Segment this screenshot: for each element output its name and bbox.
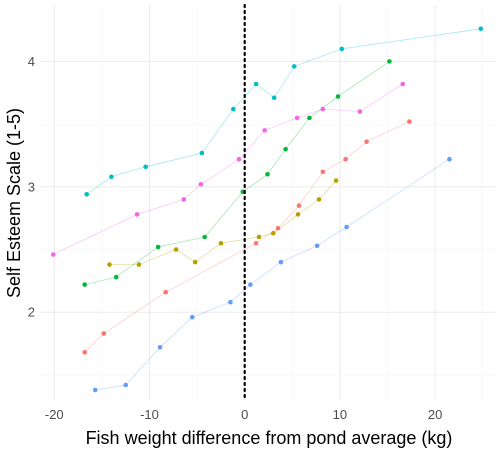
x-tick-label: -20 <box>45 407 64 422</box>
y-axis-title: Self Esteem Scale (1-5) <box>4 108 24 298</box>
y-tick-label: 3 <box>28 179 35 194</box>
data-point <box>254 82 259 87</box>
data-point <box>257 235 262 240</box>
data-point <box>400 82 405 87</box>
series-line <box>87 29 481 195</box>
y-tick-label: 4 <box>28 54 35 69</box>
data-point <box>297 203 302 208</box>
data-point <box>262 128 267 133</box>
data-point <box>156 245 161 250</box>
data-point <box>228 300 233 305</box>
data-point <box>358 109 363 114</box>
series-group <box>93 157 452 392</box>
data-point <box>364 139 369 144</box>
data-point <box>182 197 187 202</box>
data-point <box>202 235 207 240</box>
x-tick-label: 10 <box>333 407 347 422</box>
data-point <box>135 212 140 217</box>
data-point <box>51 252 56 257</box>
data-point <box>248 282 253 287</box>
series-group <box>51 82 405 257</box>
data-point <box>237 157 242 162</box>
y-tick-label: 2 <box>28 305 35 320</box>
data-point <box>279 260 284 265</box>
data-point <box>321 107 326 112</box>
data-point <box>200 151 205 156</box>
data-point <box>82 350 87 355</box>
data-point <box>334 178 339 183</box>
data-point <box>231 107 236 112</box>
x-tick-label: 20 <box>428 407 442 422</box>
series-line <box>85 61 390 284</box>
data-point <box>158 345 163 350</box>
data-point <box>93 388 98 393</box>
data-point <box>174 247 179 252</box>
data-point <box>82 282 87 287</box>
data-point <box>296 212 301 217</box>
grid-lines <box>40 5 497 400</box>
data-point <box>143 165 148 170</box>
data-point <box>107 262 112 267</box>
data-point <box>109 175 114 180</box>
data-point <box>344 225 349 230</box>
data-point <box>343 157 348 162</box>
series-group <box>84 27 483 197</box>
data-point <box>271 231 276 236</box>
data-point <box>283 147 288 152</box>
series-group <box>82 119 411 354</box>
data-point <box>199 182 204 187</box>
data-point <box>479 27 484 32</box>
data-point <box>137 262 142 267</box>
data-point <box>254 241 259 246</box>
data-point <box>272 96 277 101</box>
data-point <box>317 197 322 202</box>
series-layer <box>51 27 483 393</box>
data-point <box>407 119 412 124</box>
data-point <box>265 172 270 177</box>
data-point <box>315 244 320 249</box>
series-group <box>82 59 391 287</box>
x-tick-label: -10 <box>140 407 159 422</box>
x-tick-label: 0 <box>241 407 248 422</box>
series-line <box>110 181 337 265</box>
data-point <box>190 315 195 320</box>
data-point <box>193 260 198 265</box>
data-point <box>295 116 300 121</box>
data-point <box>340 47 345 52</box>
series-line <box>95 159 449 390</box>
data-point <box>336 94 341 99</box>
data-point <box>292 64 297 69</box>
series-group <box>107 178 338 267</box>
data-point <box>307 116 312 121</box>
data-point <box>447 157 452 162</box>
x-axis-title: Fish weight difference from pond average… <box>86 428 453 448</box>
data-point <box>123 383 128 388</box>
series-line <box>53 84 402 255</box>
series-line <box>85 122 410 353</box>
data-point <box>114 275 119 280</box>
data-point <box>219 241 224 246</box>
data-point <box>84 192 89 197</box>
data-point <box>163 290 168 295</box>
data-point <box>387 59 392 64</box>
data-point <box>321 170 326 175</box>
data-point <box>102 331 107 336</box>
